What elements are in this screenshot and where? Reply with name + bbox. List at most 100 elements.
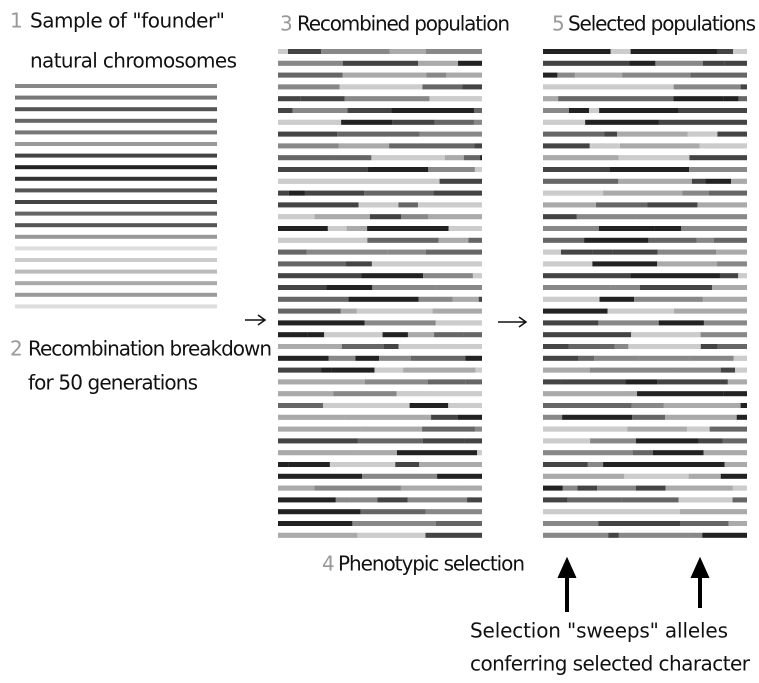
chromosome-segment — [647, 462, 725, 467]
chromosome-segment — [15, 165, 217, 170]
chromosome-segment — [637, 391, 724, 397]
chromosome-segment — [700, 344, 718, 349]
chromosome-segment — [543, 450, 633, 456]
chromosome-segment — [300, 96, 345, 102]
chromosome-segment — [278, 237, 368, 243]
chromosome-segment — [473, 108, 482, 113]
chromosome-segment — [344, 414, 432, 420]
chromosome-segment — [543, 403, 632, 408]
chromosome-segment — [357, 438, 423, 444]
chromosome-segment — [638, 355, 690, 361]
chromosome-segment — [678, 108, 747, 113]
chromosome-segment — [367, 167, 429, 172]
chromosome-segment — [590, 438, 636, 444]
chromosome-segment — [435, 320, 482, 326]
chromosome-segment — [738, 273, 747, 279]
chromosome-segment — [452, 296, 479, 302]
chromosome-segment — [374, 367, 404, 373]
chromosome-segment — [15, 258, 217, 262]
chromosome-segment — [732, 497, 747, 503]
chromosome-segment — [395, 462, 420, 467]
chromosome-segment — [425, 532, 482, 538]
chromosome-segment — [403, 367, 476, 373]
chromosome-segment — [679, 521, 729, 526]
chromosome-segment — [278, 261, 347, 267]
chromosome-segment — [557, 72, 575, 78]
chromosome-segment — [599, 296, 635, 302]
chromosome-segment — [472, 273, 482, 279]
chromosome-segment — [554, 391, 638, 397]
chromosome-segment — [647, 202, 698, 208]
chromosome-segment — [700, 332, 747, 338]
chromosome-segment — [597, 485, 636, 491]
chromosome-segment — [460, 261, 482, 267]
chromosome-segment — [543, 131, 605, 137]
chromosome-segment — [15, 269, 217, 274]
chromosome-segment — [371, 261, 461, 267]
chromosome-segment — [278, 131, 338, 137]
chromosome-segment — [689, 155, 747, 161]
chromosome-segment — [610, 285, 641, 290]
chromosome-segment — [333, 391, 397, 397]
chromosome-segment — [709, 426, 733, 432]
chromosome-segment — [427, 379, 466, 385]
chromosome-segment — [15, 292, 217, 297]
chromosome-segment — [690, 72, 747, 78]
chromosome-segment — [723, 391, 747, 397]
chromosome-segment — [347, 108, 392, 113]
chromosome-segment — [349, 497, 378, 503]
chromosome-segment — [657, 379, 728, 385]
chromosome-segment — [618, 178, 692, 184]
chromosome-segment — [727, 379, 747, 385]
chromosome-segment — [603, 190, 683, 196]
chromosome-segment — [620, 143, 700, 149]
chromosome-segment — [699, 143, 747, 149]
chromosome-segment — [278, 178, 359, 184]
annotation: Selection "sweeps" alleles — [470, 619, 728, 643]
chromosome-segment — [477, 450, 482, 456]
chromosome-segment — [474, 167, 482, 172]
chromosome-segment — [306, 249, 388, 255]
chromosome-segment — [568, 344, 615, 349]
step-number: 5 — [552, 12, 565, 36]
chromosome-segment — [289, 214, 315, 220]
chromosome-segment — [428, 167, 475, 172]
chromosome-segment — [329, 462, 396, 467]
chromosome-segment — [635, 485, 666, 491]
chromosome-segment — [278, 532, 358, 538]
chromosome-segment — [432, 308, 482, 314]
chromosome-segment — [278, 108, 293, 113]
chromosome-segment — [678, 497, 733, 503]
chromosome-segment — [371, 155, 445, 161]
chromosome-segment — [346, 261, 372, 267]
chromosome-segment — [562, 485, 578, 491]
chromosome-segment — [598, 226, 655, 231]
chromosome-segment — [543, 379, 562, 385]
chromosome-segment — [364, 320, 436, 326]
chromosome-segment — [15, 211, 217, 216]
chromosome-segment — [543, 190, 604, 196]
chromosome-segment — [369, 214, 402, 220]
chromosome-segment — [635, 438, 699, 444]
chromosome-segment — [717, 261, 747, 267]
chromosome-segment — [288, 49, 322, 54]
chromosome-segment — [278, 367, 322, 373]
chromosome-segment — [717, 226, 747, 231]
chromosome-segment — [635, 214, 721, 220]
chromosome-segment — [720, 473, 747, 479]
chromosome-segment — [342, 72, 427, 78]
chromosome-segment — [278, 202, 359, 208]
chromosome-segment — [431, 414, 458, 420]
chromosome-segment — [458, 60, 482, 66]
chromosome-segment — [543, 202, 597, 208]
chromosome-segment — [278, 60, 343, 66]
chromosome-segment — [543, 532, 609, 538]
chromosome-segment — [435, 285, 482, 290]
chromosome-segment — [558, 96, 620, 102]
arrow-head — [557, 556, 577, 579]
chromosome-segment — [314, 485, 401, 491]
chromosome-segment — [334, 155, 372, 161]
chromosome-segment — [655, 60, 703, 66]
chromosome-segment — [389, 49, 426, 54]
chromosome-segment — [543, 84, 603, 90]
